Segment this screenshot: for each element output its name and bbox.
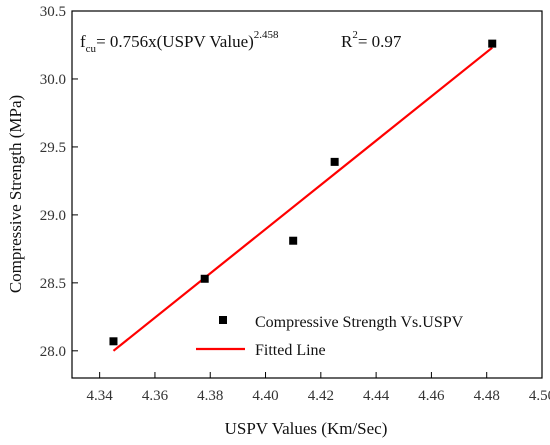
y-tick-label: 30.0 [40,72,66,88]
x-tick-label: 4.46 [418,388,445,404]
equation-body: = 0.756x(USPV Value) [96,32,254,51]
legend-label-line: Fitted Line [255,342,326,359]
equation-exponent: 2.458 [254,29,279,41]
y-axis-label: Compressive Strength (MPa) [6,95,25,293]
y-tick-label: 30.5 [40,4,66,20]
x-axis-label: USPV Values (Km/Sec) [225,419,388,438]
data-point [200,274,209,283]
legend-marker-scatter [219,316,227,324]
r-squared-base: R [341,32,353,51]
data-point [330,157,339,166]
x-tick-label: 4.40 [252,388,278,404]
r-squared-annotation: R2= 0.97 [341,29,402,51]
x-tick-label: 4.36 [142,388,169,404]
y-axis-ticks: 28.0 28.5 29.0 29.5 30.0 30.5 [40,4,78,360]
legend-label-scatter: Compressive Strength Vs.USPV [255,314,464,331]
legend: Compressive Strength Vs.USPV Fitted Line [196,314,464,359]
x-tick-label: 4.34 [87,388,114,404]
data-point [109,337,118,346]
equation-subscript: cu [86,43,97,55]
r-squared-value: = 0.97 [358,32,402,51]
equation-base: f [80,32,86,51]
r-squared-exponent: 2 [352,29,358,41]
x-tick-label: 4.50 [529,388,550,404]
y-tick-label: 29.5 [40,140,66,156]
y-tick-label: 28.5 [40,276,66,292]
data-point [289,236,298,245]
plot-frame [71,10,543,379]
y-tick-label: 28.0 [40,344,66,360]
fitted-line [112,46,493,352]
x-axis-ticks: 4.34 4.36 4.38 4.40 4.42 4.44 4.46 4.48 4.50 [87,372,550,404]
x-tick-label: 4.48 [474,388,500,404]
series-layer [109,39,497,352]
equation-annotation: fcu= 0.756x(USPV Value)2.458 [80,29,279,55]
y-tick-label: 29.0 [40,208,66,224]
x-tick-label: 4.42 [308,388,334,404]
x-tick-label: 4.44 [363,388,390,404]
x-tick-label: 4.38 [197,388,223,404]
data-point [488,39,497,48]
